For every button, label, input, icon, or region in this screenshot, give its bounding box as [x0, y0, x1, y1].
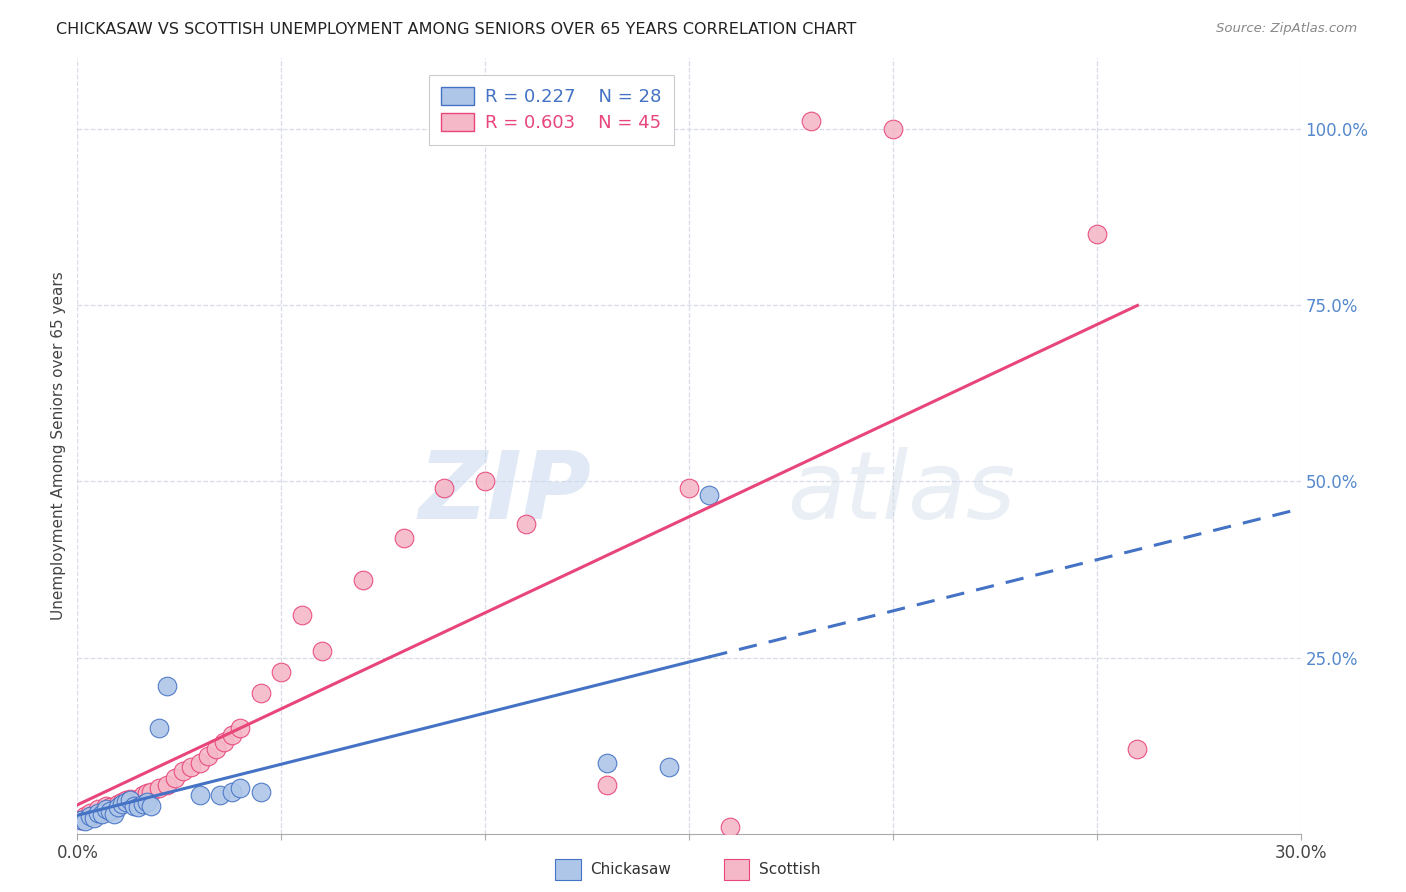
Point [107, 800, 129, 814]
Point [120, 793, 142, 807]
Point [94, 798, 117, 813]
Point [103, 802, 125, 816]
Text: Source: ZipAtlas.com: Source: ZipAtlas.com [1216, 22, 1357, 36]
Text: CHICKASAW VS SCOTTISH UNEMPLOYMENT AMONG SENIORS OVER 65 YEARS CORRELATION CHART: CHICKASAW VS SCOTTISH UNEMPLOYMENT AMONG… [56, 22, 856, 37]
Point [596, 778, 619, 792]
Point [124, 798, 146, 813]
Point [212, 735, 235, 749]
Point [800, 114, 823, 128]
Point [250, 785, 273, 799]
Point [290, 608, 312, 623]
Point [98, 800, 121, 814]
Point [139, 798, 162, 813]
Point [180, 760, 202, 774]
Point [148, 781, 170, 796]
Point [678, 481, 700, 495]
Point [197, 749, 219, 764]
Point [111, 797, 134, 812]
Point [87, 802, 110, 816]
Point [221, 728, 243, 742]
Point [1085, 227, 1108, 242]
Text: Scottish: Scottish [759, 863, 821, 877]
Point [229, 721, 252, 735]
Y-axis label: Unemployment Among Seniors over 65 years: Unemployment Among Seniors over 65 years [51, 272, 66, 620]
Point [148, 721, 170, 735]
Point [165, 771, 187, 785]
Point [131, 789, 153, 803]
Point [515, 516, 537, 531]
Point [188, 756, 211, 771]
Point [392, 531, 415, 545]
Point [311, 643, 333, 657]
Point [120, 791, 142, 805]
Point [83, 812, 105, 826]
Point [270, 665, 292, 679]
Point [83, 809, 105, 823]
Point [94, 802, 117, 816]
Point [156, 778, 179, 792]
Point [135, 795, 157, 809]
Point [75, 809, 97, 823]
Point [208, 789, 231, 803]
Point [699, 488, 721, 502]
Point [131, 797, 153, 812]
Point [115, 795, 138, 809]
Point [250, 686, 273, 700]
Point [115, 793, 138, 807]
Point [658, 760, 681, 774]
Point [111, 795, 134, 809]
Point [172, 764, 194, 778]
Point [433, 481, 456, 495]
Legend: R = 0.227    N = 28, R = 0.603    N = 45: R = 0.227 N = 28, R = 0.603 N = 45 [429, 75, 673, 145]
Text: ZIP: ZIP [418, 447, 591, 539]
Point [79, 809, 101, 823]
Point [352, 573, 374, 587]
Point [127, 791, 149, 805]
Point [124, 795, 146, 809]
Point [156, 679, 179, 693]
Point [474, 475, 496, 489]
Point [127, 800, 149, 814]
Point [596, 756, 619, 771]
Point [188, 789, 211, 803]
Point [205, 742, 228, 756]
Point [1126, 742, 1149, 756]
Text: Chickasaw: Chickasaw [591, 863, 672, 877]
Point [107, 797, 129, 812]
Point [87, 805, 110, 820]
Point [718, 820, 741, 834]
Point [70, 813, 93, 827]
Point [221, 785, 243, 799]
Point [135, 786, 157, 800]
Point [90, 805, 112, 820]
Point [98, 805, 121, 819]
Point [70, 813, 93, 827]
Text: atlas: atlas [787, 447, 1015, 538]
Point [90, 807, 112, 822]
Point [75, 814, 97, 829]
Point [139, 785, 162, 799]
Point [229, 781, 252, 796]
Point [882, 121, 904, 136]
Point [79, 805, 101, 820]
Point [103, 807, 125, 822]
